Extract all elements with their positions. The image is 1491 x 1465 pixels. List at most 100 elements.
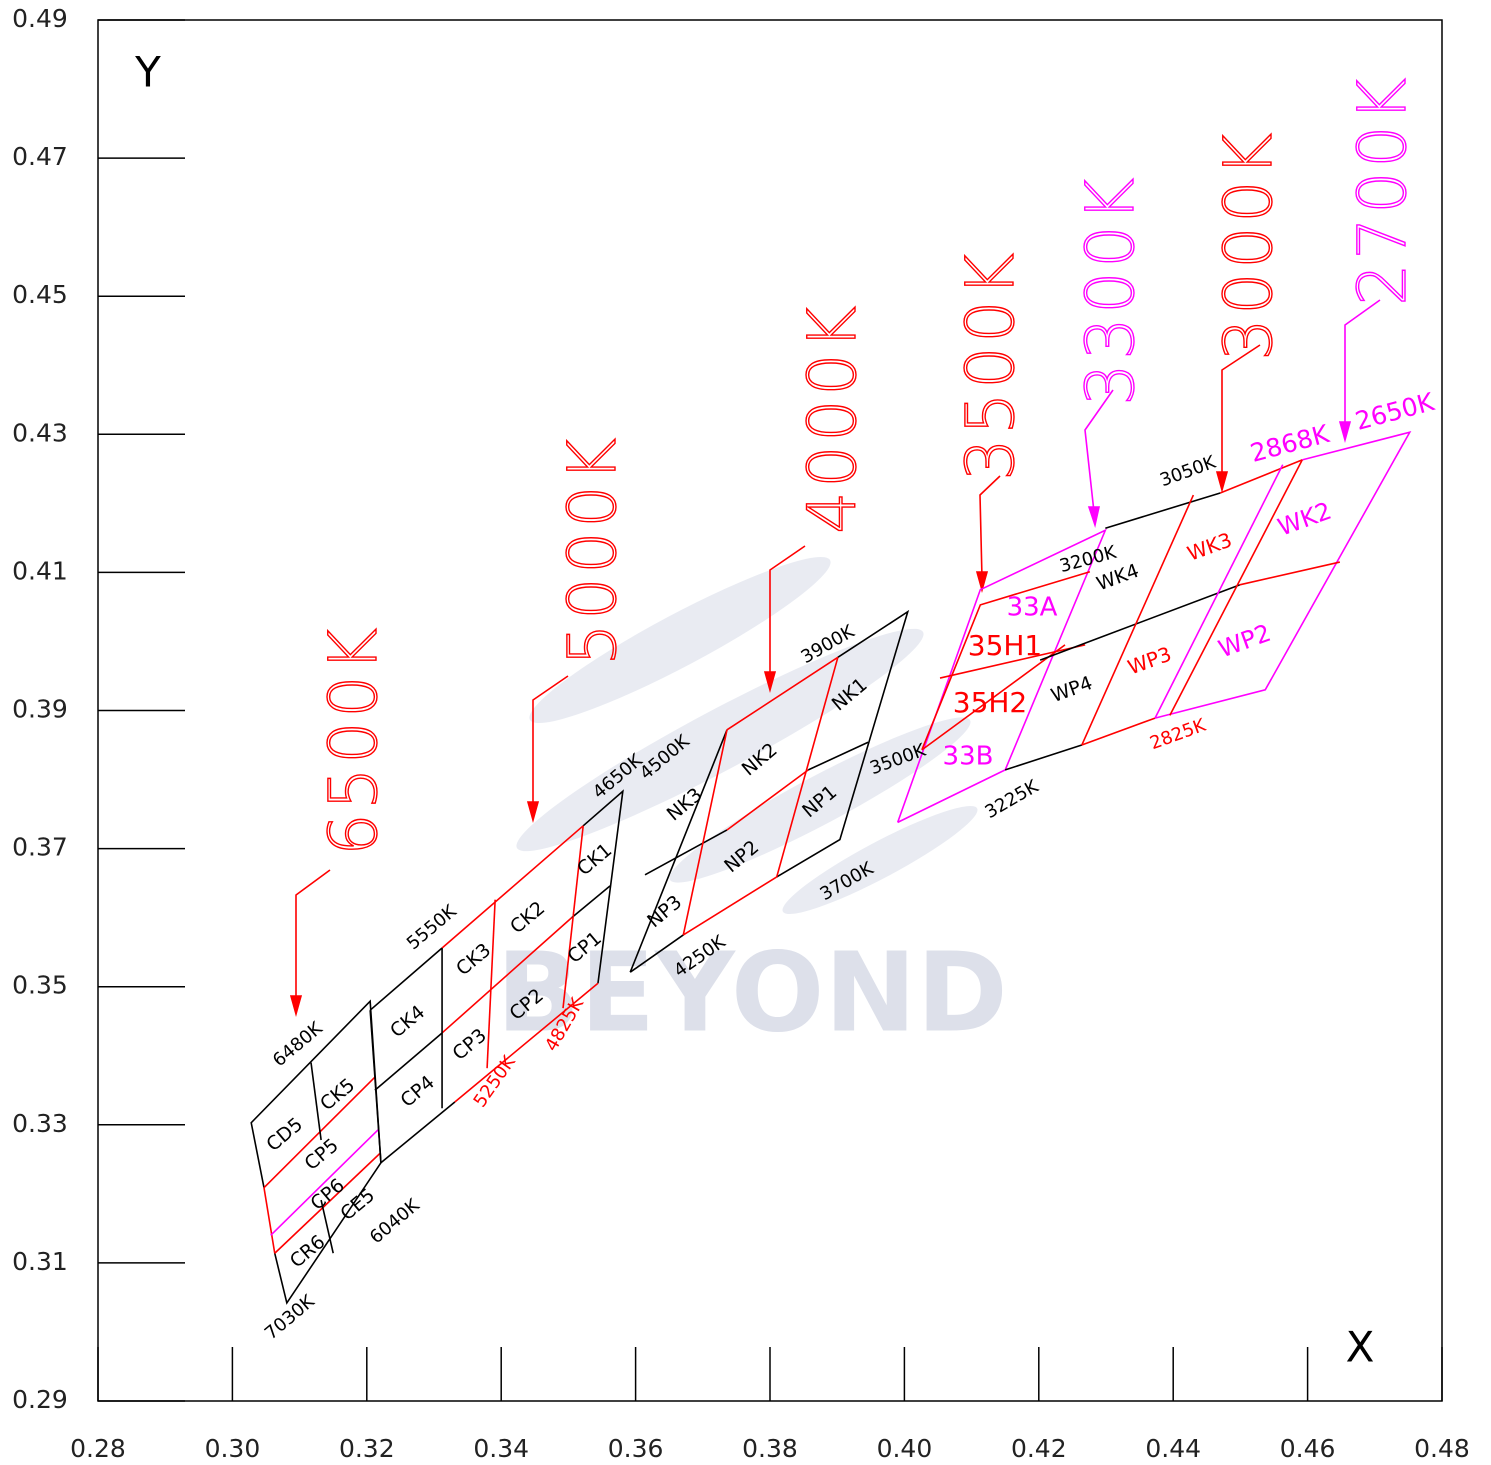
bin-boundary xyxy=(1004,744,1083,771)
x-tick-label: 0.28 xyxy=(70,1434,126,1463)
bin-boundary xyxy=(1239,561,1341,586)
bin-boundary xyxy=(682,729,728,936)
bin-label: WP4 xyxy=(1048,672,1095,707)
cct-label: 3225K xyxy=(982,775,1043,823)
cct-callout: 3500K xyxy=(952,249,1029,480)
bin-boundary xyxy=(1154,430,1412,719)
x-tick-label: 0.38 xyxy=(742,1434,798,1463)
bin-boundary xyxy=(374,1032,443,1091)
bin-label: CP3 xyxy=(449,1024,491,1065)
swoosh xyxy=(782,805,978,915)
bin-boundary xyxy=(1219,459,1303,494)
bin-boundary xyxy=(726,656,839,731)
arrow xyxy=(1084,389,1114,513)
bin-boundary xyxy=(682,876,778,936)
bin-boundary xyxy=(921,570,1091,751)
bin-boundary xyxy=(369,1010,382,1163)
cct-label: 2868K xyxy=(1247,419,1332,468)
bin-boundary xyxy=(1081,717,1156,746)
arrowhead xyxy=(1215,471,1229,493)
bin-boundary xyxy=(486,899,496,1069)
bin-boundary xyxy=(1081,494,1195,746)
y-tick-label: 0.31 xyxy=(12,1247,68,1276)
y-tick-label: 0.45 xyxy=(12,280,68,309)
bin-boundary xyxy=(441,825,584,949)
arrowhead xyxy=(975,571,989,593)
x-tick-label: 0.34 xyxy=(473,1434,529,1463)
bin-boundary xyxy=(454,982,599,1103)
cct-label: 3050K xyxy=(1157,451,1219,491)
bin-boundary xyxy=(263,1187,276,1254)
bin-label: CK5 xyxy=(316,1074,359,1115)
y-tick-label: 0.35 xyxy=(12,971,68,1000)
bin-boundary xyxy=(571,885,611,919)
bin-boundary xyxy=(775,657,839,878)
x-tick-label: 0.48 xyxy=(1414,1434,1470,1463)
cct-callout: 6500K xyxy=(315,624,392,855)
bin-boundary xyxy=(369,947,443,1011)
bin-boundary xyxy=(776,609,910,878)
bin-label: WP3 xyxy=(1124,642,1174,680)
y-tick-label: 0.49 xyxy=(12,4,68,33)
cct-label: 6480K xyxy=(269,1017,328,1071)
bin-label: 35H2 xyxy=(953,686,1028,719)
bin-boundary xyxy=(921,644,1066,751)
bin-label: 33A xyxy=(1007,593,1058,623)
bin-boundary xyxy=(629,934,684,973)
cct-callout: 3000K xyxy=(1210,129,1287,360)
bin-boundary xyxy=(562,825,584,1009)
bin-label: 33B xyxy=(943,742,994,772)
bin-boundary xyxy=(1105,492,1221,529)
cct-label: 2825K xyxy=(1147,714,1209,754)
bin-label: WK2 xyxy=(1274,497,1335,542)
arrowhead xyxy=(1338,421,1352,443)
x-tick-label: 0.30 xyxy=(205,1434,261,1463)
y-tick-label: 0.39 xyxy=(12,695,68,724)
arrow xyxy=(979,475,1001,579)
y-tick-label: 0.47 xyxy=(12,142,68,171)
arrowhead xyxy=(763,671,777,693)
arrow xyxy=(769,545,806,678)
cct-label: 5550K xyxy=(403,900,462,954)
callout-arrows xyxy=(289,299,1381,1017)
bin-boundary xyxy=(629,729,728,973)
cct-callout: 2700K xyxy=(1344,74,1421,305)
bin-boundary xyxy=(807,741,869,771)
bin-boundary xyxy=(270,1129,379,1236)
swoosh xyxy=(669,717,971,883)
bin-label: NP3 xyxy=(643,891,686,932)
arrowhead xyxy=(526,801,540,823)
bin-boundary xyxy=(896,528,1107,824)
y-tick-label: 0.41 xyxy=(12,556,68,585)
bin-boundary xyxy=(441,917,573,1034)
x-axis-label: X xyxy=(1346,1323,1375,1372)
arrow xyxy=(532,675,569,808)
x-tick-label: 0.46 xyxy=(1280,1434,1336,1463)
x-tick-label: 0.42 xyxy=(1011,1434,1067,1463)
bin-boundary xyxy=(310,1062,322,1141)
bin-label: CK4 xyxy=(386,1001,429,1042)
bin-label: WP2 xyxy=(1215,619,1275,664)
y-axis-label: Y xyxy=(134,48,161,97)
x-tick-label: 0.40 xyxy=(877,1434,933,1463)
arrow xyxy=(1344,299,1381,428)
arrowhead xyxy=(1087,506,1100,528)
x-tick-label: 0.32 xyxy=(339,1434,395,1463)
bin-boundary xyxy=(939,644,1086,679)
bin-boundary xyxy=(320,1199,334,1254)
bin-boundary xyxy=(1154,464,1284,719)
bin-boundary xyxy=(644,829,728,876)
x-tick-label: 0.44 xyxy=(1145,1434,1201,1463)
watermark: BEYOND xyxy=(496,928,1008,1056)
cct-callout: 4000K xyxy=(794,302,871,533)
bin-boundary xyxy=(274,1152,381,1254)
y-tick-label: 0.33 xyxy=(12,1109,68,1138)
bin-label: CD5 xyxy=(262,1113,307,1156)
swoosh xyxy=(529,556,831,724)
arrow xyxy=(1221,344,1261,478)
bin-label: CP5 xyxy=(301,1134,343,1175)
bin-boundary xyxy=(380,1101,456,1164)
arrowhead xyxy=(289,995,303,1017)
x-tick-label: 0.36 xyxy=(608,1434,664,1463)
